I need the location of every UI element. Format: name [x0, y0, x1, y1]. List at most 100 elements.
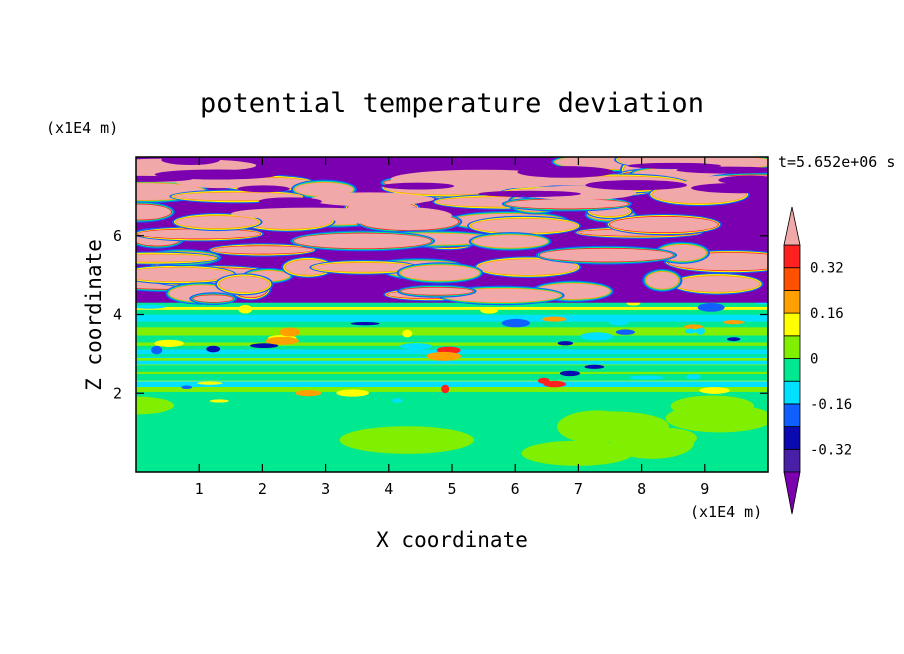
field-band	[136, 327, 768, 331]
field-band	[136, 306, 768, 310]
colorbar-extend-max	[783, 206, 801, 246]
field-blob	[212, 246, 313, 254]
field-blob	[478, 190, 581, 197]
field-blob	[441, 384, 450, 394]
field-blob	[628, 375, 665, 380]
y-tick-label: 6	[113, 227, 122, 245]
field-blob	[258, 197, 322, 206]
colorbar-segment	[783, 380, 801, 405]
field-blob	[670, 395, 755, 417]
field-blob	[615, 329, 635, 335]
field-blob	[697, 303, 725, 312]
field-blob	[501, 318, 530, 328]
field-blob	[250, 343, 279, 349]
field-blob	[543, 380, 567, 388]
field-band	[136, 342, 768, 346]
field-blob	[231, 207, 391, 220]
colorbar-segment	[783, 448, 801, 473]
x-tick-label: 8	[637, 480, 646, 498]
field-blob	[683, 324, 704, 329]
field-blob	[580, 332, 614, 341]
field-blob	[608, 317, 629, 326]
contour-field	[136, 157, 768, 472]
y-axis-ticks: 2 4 6	[113, 227, 768, 402]
field-blob	[472, 235, 548, 248]
field-blob	[339, 426, 474, 454]
x-axis-label: X coordinate	[376, 528, 528, 552]
field-blob	[238, 304, 253, 314]
colorbar-segment	[783, 289, 801, 314]
colorbar-tick-label: 0.16	[810, 306, 844, 322]
colorbar-segment	[783, 267, 801, 291]
field-blob	[294, 182, 353, 197]
field-band	[136, 378, 768, 383]
field-blob	[695, 326, 705, 335]
y-tick-label: 4	[113, 306, 122, 324]
field-blob	[136, 204, 171, 220]
x-tick-label: 9	[700, 480, 709, 498]
field-blob	[727, 337, 741, 342]
field-band	[136, 330, 768, 336]
field-blob	[521, 440, 633, 466]
field-blob	[722, 320, 745, 325]
x-tick-label: 4	[384, 480, 393, 498]
colorbar-segment	[783, 312, 801, 337]
field-band	[136, 369, 768, 374]
field-blob	[350, 322, 380, 326]
field-blob	[209, 399, 229, 403]
field-blob	[336, 389, 369, 397]
field-blob	[154, 339, 184, 347]
field-blob	[136, 254, 216, 262]
field-blob	[628, 162, 722, 169]
field-blob	[392, 398, 403, 403]
field-blob	[175, 215, 259, 229]
field-blob	[154, 169, 279, 180]
field-blob	[137, 229, 261, 239]
y-unit-label: (x1E4 m)	[46, 119, 118, 137]
y-axis-label: Z coordinate	[82, 239, 106, 391]
colorbar-segment	[783, 426, 801, 450]
field-blob	[633, 427, 697, 449]
field-blob	[691, 182, 768, 194]
field-blob	[181, 385, 193, 389]
colorbar-tick-label: 0.32	[810, 261, 844, 277]
field-blob	[557, 341, 574, 346]
x-tick-label: 5	[447, 480, 456, 498]
field-blob	[330, 194, 435, 205]
field-band	[136, 388, 768, 392]
field-blob	[136, 396, 175, 415]
x-tick-label: 2	[258, 480, 267, 498]
field-blob	[294, 233, 432, 249]
field-blob	[399, 343, 433, 350]
field-blob	[136, 304, 166, 309]
field-blob	[151, 345, 163, 355]
field-blob	[585, 180, 687, 191]
colorbar-segment	[783, 403, 801, 427]
field-blob	[136, 267, 233, 282]
field-blob	[402, 329, 413, 338]
field-blob	[219, 276, 270, 293]
field-blob	[136, 175, 193, 182]
field-blob	[206, 345, 221, 353]
colorbar-segment	[783, 335, 801, 359]
field-blob	[382, 182, 455, 190]
field-blob	[279, 327, 301, 337]
field-blob	[480, 306, 499, 314]
field-blob	[674, 275, 760, 292]
field-blob	[400, 265, 480, 281]
field-blob	[426, 351, 462, 361]
field-blob	[505, 199, 629, 209]
colorbar-tick-label: -0.32	[810, 442, 852, 458]
field-blob	[265, 336, 299, 345]
field-blob	[237, 185, 290, 193]
field-blob	[610, 216, 718, 233]
x-unit-label: (x1E4 m)	[690, 503, 762, 521]
field-blob	[401, 287, 473, 295]
colorbar-segment	[783, 358, 801, 382]
field-blob	[559, 370, 581, 377]
field-blob	[471, 218, 578, 233]
field-blob	[313, 262, 416, 272]
field-band	[136, 338, 768, 343]
field-blob	[684, 328, 697, 334]
x-tick-label: 7	[574, 480, 583, 498]
